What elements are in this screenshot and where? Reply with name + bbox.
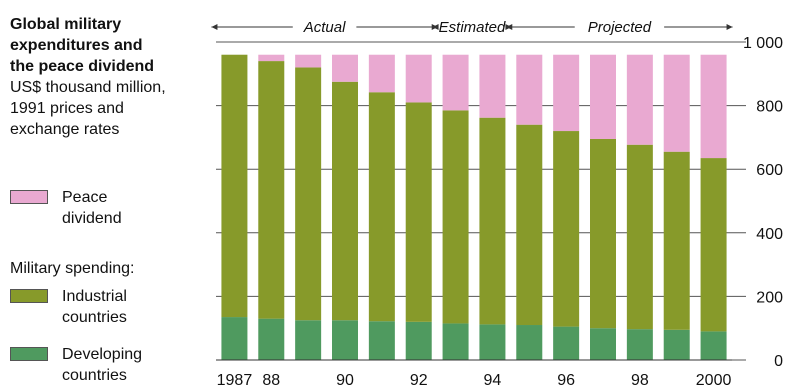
bar-93-series-2 [442, 54, 469, 111]
y-tick-label-4: 800 [756, 99, 783, 116]
bar-91-series-0 [368, 321, 395, 360]
bar-98-series-1 [626, 144, 653, 330]
bar-1987-series-0 [221, 317, 248, 360]
y-tick-label-3: 600 [756, 162, 783, 179]
x-tick-label-7: 94 [484, 372, 502, 389]
chart-subtitle-line-2: 1991 prices and [10, 100, 124, 117]
bar-93-series-0 [442, 323, 469, 360]
bar-2000-series-2 [700, 54, 727, 159]
industrial-label-line-2: countries [62, 309, 127, 326]
y-tick-label-2: 400 [756, 226, 783, 243]
period-arrowhead-right-2 [726, 24, 733, 30]
chart-title-line-3: the peace dividend [10, 58, 155, 75]
bar-89-series-1 [295, 67, 322, 321]
legend-group-label: Military spending: [10, 260, 135, 277]
industrial-label-line-1: Industrial [62, 288, 127, 305]
bar-98-series-0 [626, 329, 653, 360]
bar-95-series-1 [516, 124, 543, 326]
peace-dividend-label-line-1: Peace [62, 189, 108, 206]
developing-swatch [10, 347, 48, 361]
x-tick-label-0: 1987 [217, 372, 253, 389]
bar-90-series-0 [332, 320, 358, 360]
x-tick-label-11: 98 [631, 372, 649, 389]
bar-2000-series-0 [700, 331, 727, 360]
chart-subtitle-line-3: exchange rates [10, 121, 120, 138]
bar-94-series-2 [479, 54, 506, 118]
peace-dividend-swatch [10, 190, 48, 204]
bar-91-series-1 [368, 92, 395, 322]
bar-88-series-2 [258, 54, 285, 62]
bar-92-series-1 [405, 102, 432, 322]
bar-95-series-0 [516, 325, 543, 360]
bar-96-series-1 [553, 131, 580, 327]
bar-98-series-2 [626, 54, 653, 145]
legend-item-developing: Developing countries [10, 344, 142, 386]
peace-dividend-label-line-2: dividend [62, 210, 122, 227]
legend-item-industrial: Industrial countries [10, 286, 127, 328]
period-label-2: Projected [588, 19, 652, 36]
period-label-1: Estimated [439, 19, 506, 36]
bar-91-series-2 [368, 54, 395, 93]
x-tick-label-1: 88 [262, 372, 280, 389]
industrial-swatch [10, 289, 48, 303]
bar-97-series-2 [590, 54, 616, 139]
bar-99-series-1 [663, 151, 690, 330]
y-tick-label-0: 0 [774, 353, 783, 370]
bar-1987-series-1 [221, 54, 248, 318]
period-arrowhead-left-2 [506, 24, 513, 30]
bar-88-series-0 [258, 318, 285, 360]
chart-title-line-1: Global military [10, 16, 122, 33]
bar-90-series-1 [332, 81, 358, 321]
chart-legend: Global military expenditures and the pea… [10, 14, 210, 140]
x-tick-label-5: 92 [410, 372, 428, 389]
chart-subtitle-line-1: US$ thousand million, [10, 79, 166, 96]
x-tick-label-3: 90 [336, 372, 354, 389]
bar-89-series-0 [295, 320, 322, 360]
bar-99-series-0 [663, 329, 690, 360]
bar-89-series-2 [295, 54, 322, 68]
bar-92-series-0 [405, 321, 432, 360]
bar-94-series-0 [479, 324, 506, 360]
period-arrowhead-left-1 [432, 24, 439, 30]
x-tick-label-9: 96 [557, 372, 575, 389]
x-tick-label-13: 2000 [696, 372, 732, 389]
bar-97-series-0 [590, 328, 616, 360]
bar-92-series-2 [405, 54, 432, 103]
period-label-0: Actual [303, 19, 346, 36]
bar-96-series-0 [553, 326, 580, 360]
chart-title-line-2: expenditures and [10, 37, 143, 54]
bar-90-series-2 [332, 54, 358, 82]
y-tick-label-1: 200 [756, 289, 783, 306]
bar-94-series-1 [479, 117, 506, 325]
y-tick-label-5: 1 000 [743, 35, 783, 52]
developing-label-line-2: countries [62, 367, 127, 384]
bar-93-series-1 [442, 110, 469, 324]
bar-88-series-1 [258, 61, 285, 319]
bar-97-series-1 [590, 138, 616, 329]
bar-2000-series-1 [700, 158, 727, 332]
legend-item-peace-dividend: Peace dividend [10, 187, 122, 229]
bar-95-series-2 [516, 54, 543, 125]
period-arrowhead-left-0 [211, 24, 218, 30]
bar-99-series-2 [663, 54, 690, 152]
bar-96-series-2 [553, 54, 580, 132]
developing-label-line-1: Developing [62, 346, 143, 363]
